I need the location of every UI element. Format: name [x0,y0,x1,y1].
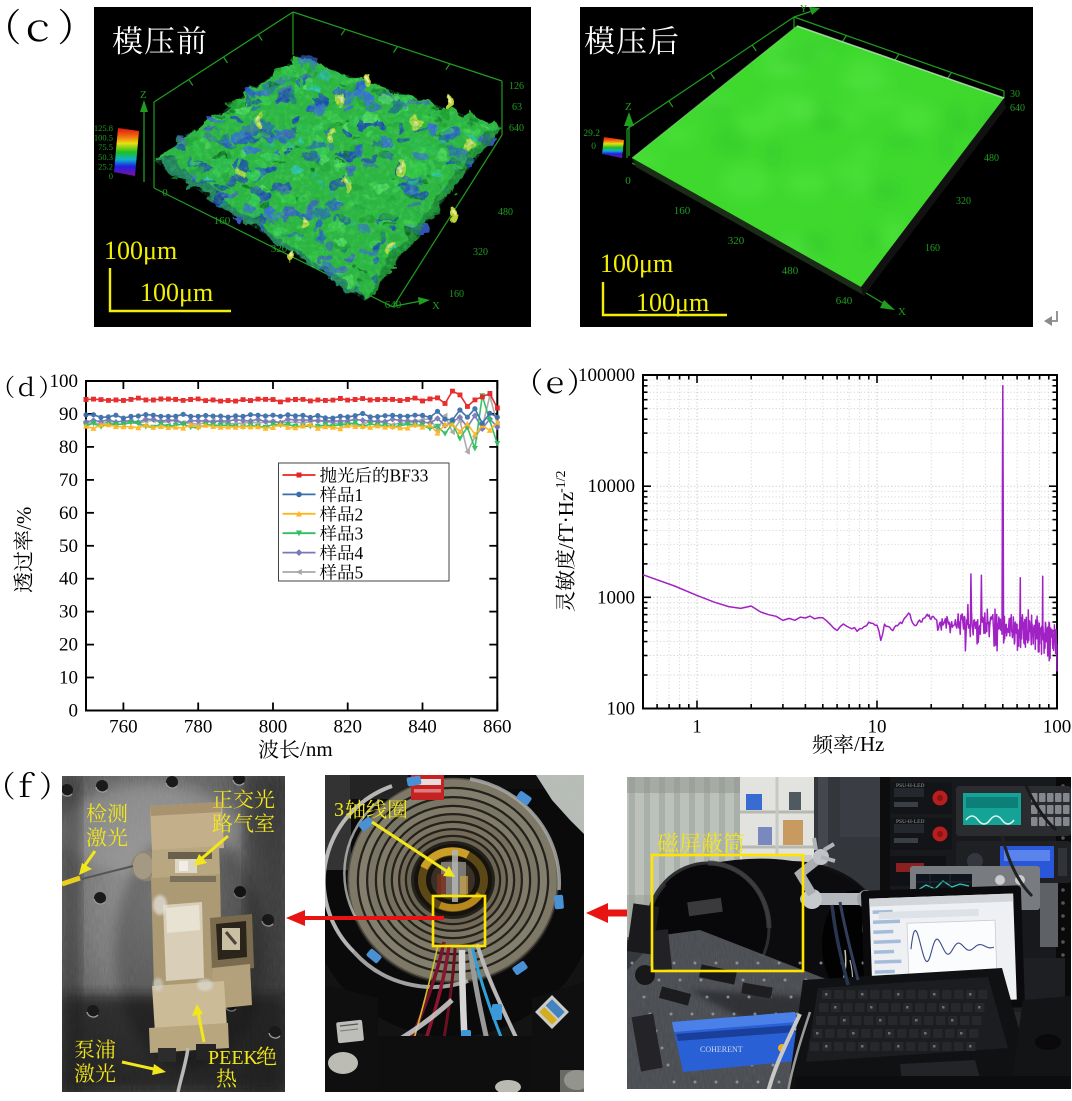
svg-text:800: 800 [259,717,288,738]
svg-text:X: X [898,306,906,318]
svg-text:/Hz: /Hz [854,732,884,756]
svg-text:50.3: 50.3 [98,152,113,162]
svg-text:100: 100 [50,371,79,392]
svg-text:860: 860 [483,717,512,738]
svg-text:90: 90 [59,404,78,425]
svg-text:40: 40 [59,569,78,590]
svg-text:1: 1 [692,717,702,738]
svg-text:5: 5 [355,563,364,583]
svg-text:100μm: 100μm [104,236,177,265]
svg-text:X: X [432,300,440,312]
svg-text:100000: 100000 [578,365,635,386]
svg-text:100: 100 [1043,717,1072,738]
svg-text:1000: 1000 [597,587,635,608]
svg-text:3: 3 [334,799,344,821]
svg-text:100.5: 100.5 [94,133,113,143]
svg-text:1: 1 [355,485,364,505]
svg-text:0: 0 [625,175,631,187]
svg-text:3: 3 [355,524,364,544]
svg-text:4: 4 [355,543,364,563]
svg-text:780: 780 [184,717,213,738]
svg-text:0: 0 [69,701,79,722]
svg-text:640: 640 [1010,103,1025,114]
svg-text:PSU-H-LED: PSU-H-LED [896,819,924,825]
svg-text:29.2: 29.2 [583,129,600,139]
svg-text:126: 126 [509,81,524,92]
svg-text:25.2: 25.2 [98,161,113,171]
svg-text:30: 30 [1010,89,1020,100]
svg-text:160: 160 [925,243,940,254]
svg-text:/nm: /nm [300,737,333,761]
svg-text:100μm: 100μm [140,278,213,307]
svg-text:0: 0 [162,187,168,199]
svg-text:Z: Z [625,101,632,113]
svg-text:50: 50 [59,536,78,557]
svg-text:10: 10 [868,717,887,738]
svg-text:10: 10 [59,668,78,689]
svg-text:100μm: 100μm [600,249,673,278]
svg-text:760: 760 [109,717,138,738]
svg-text:125.8: 125.8 [94,123,113,133]
svg-text:2: 2 [355,504,364,524]
svg-text:PSU-H-LED: PSU-H-LED [896,783,924,789]
svg-text:80: 80 [59,437,78,458]
svg-text:480: 480 [498,207,513,218]
svg-text:30: 30 [59,602,78,623]
svg-text:100μm: 100μm [636,288,709,317]
svg-text:320: 320 [728,235,745,247]
svg-text:160: 160 [214,215,231,227]
svg-text:COHERENT: COHERENT [700,1045,743,1054]
svg-text:640: 640 [509,123,524,134]
svg-text:10000: 10000 [588,476,636,497]
svg-text:PEEK: PEEK [208,1047,259,1069]
svg-text:480: 480 [782,265,799,277]
svg-text:75.5: 75.5 [98,142,113,152]
svg-text:Y: Y [800,4,807,15]
svg-text:BF33: BF33 [390,466,429,486]
svg-text:160: 160 [674,205,691,217]
svg-text:63: 63 [512,102,522,113]
svg-text:320: 320 [473,247,488,258]
svg-text:/%: /% [12,507,36,530]
svg-text:70: 70 [59,470,78,491]
svg-text:640: 640 [385,299,402,311]
svg-text:640: 640 [836,295,853,307]
svg-text:480: 480 [984,153,999,164]
svg-text:20: 20 [59,635,78,656]
svg-text:-1/2: -1/2 [554,470,569,493]
svg-text:160: 160 [449,289,464,300]
svg-text:320: 320 [956,196,971,207]
svg-text:840: 840 [408,717,437,738]
svg-text:0: 0 [591,142,596,152]
svg-text:0: 0 [109,171,113,181]
svg-text:60: 60 [59,503,78,524]
svg-text:820: 820 [333,717,362,738]
svg-text:/fT·Hz: /fT·Hz [554,492,578,549]
svg-text:100: 100 [607,699,636,720]
svg-text:Z: Z [140,89,147,101]
